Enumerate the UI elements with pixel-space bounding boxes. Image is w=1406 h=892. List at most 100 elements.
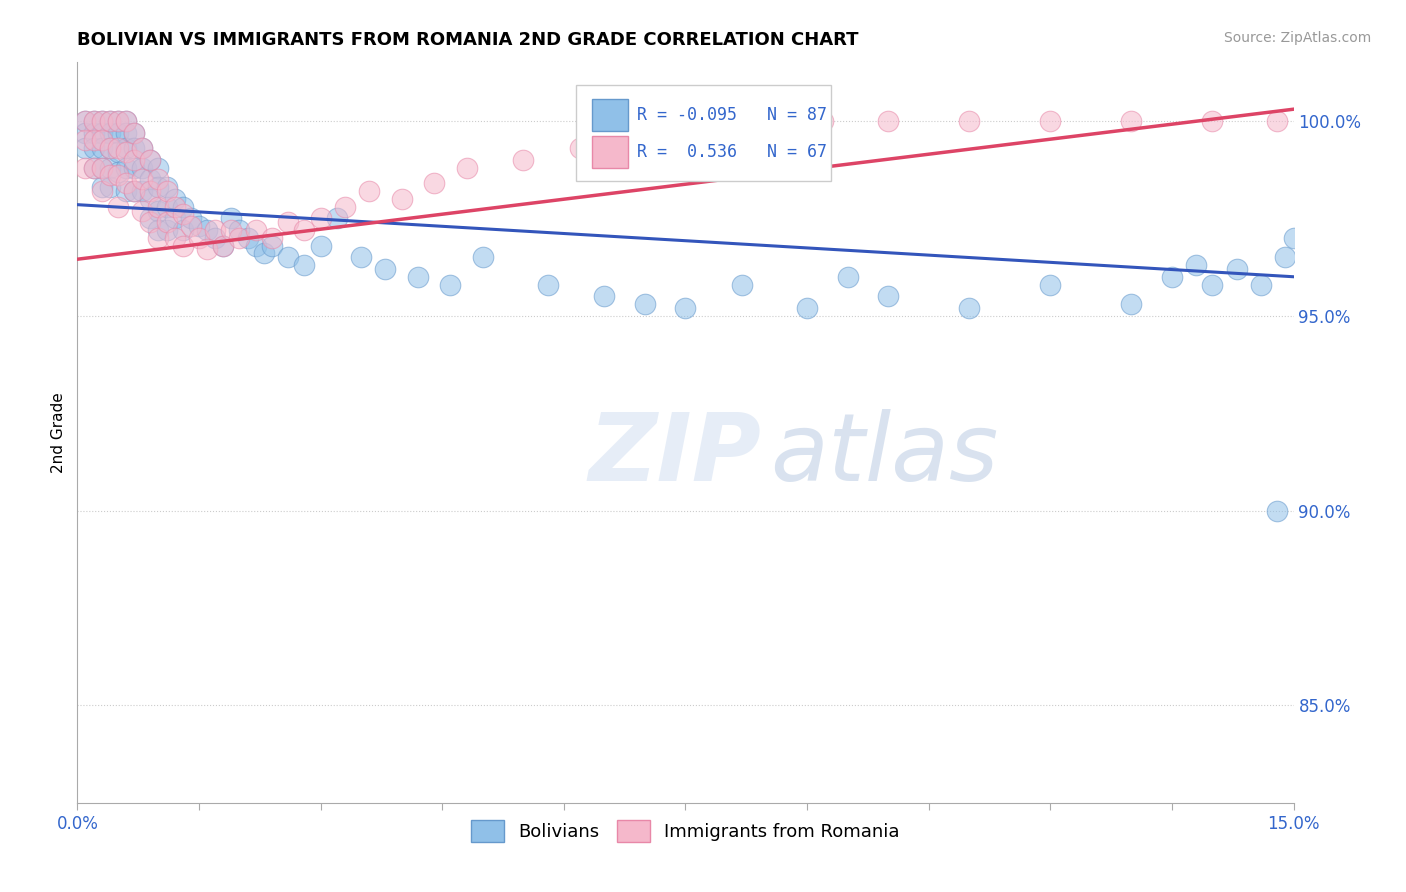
- Point: [406, 269, 429, 284]
- Point: [139, 211, 162, 226]
- Point: [755, 114, 778, 128]
- Point: [634, 297, 657, 311]
- Point: [155, 200, 177, 214]
- Point: [139, 192, 162, 206]
- Point: [148, 161, 170, 175]
- Point: [155, 180, 177, 194]
- Point: [155, 184, 177, 198]
- Point: [90, 184, 112, 198]
- Point: [326, 211, 349, 226]
- Point: [90, 161, 112, 175]
- Point: [90, 141, 112, 155]
- Point: [837, 269, 859, 284]
- Point: [155, 215, 177, 229]
- Point: [180, 219, 202, 233]
- Bar: [592, 136, 628, 168]
- Point: [221, 211, 243, 226]
- Point: [98, 126, 121, 140]
- Point: [333, 200, 356, 214]
- Point: [675, 301, 697, 315]
- Point: [115, 161, 138, 175]
- Point: [212, 238, 235, 252]
- Point: [1282, 231, 1305, 245]
- Point: [1265, 503, 1288, 517]
- Point: [877, 289, 900, 303]
- Point: [131, 184, 153, 198]
- Point: [253, 246, 276, 260]
- Text: R = -0.095   N = 87: R = -0.095 N = 87: [637, 106, 827, 124]
- Point: [204, 223, 226, 237]
- Point: [180, 211, 202, 226]
- Point: [98, 114, 121, 128]
- Point: [107, 141, 129, 155]
- Point: [98, 169, 121, 183]
- Point: [90, 114, 112, 128]
- Point: [148, 203, 170, 218]
- Point: [277, 250, 299, 264]
- Point: [188, 219, 211, 233]
- Point: [107, 114, 129, 128]
- Text: Source: ZipAtlas.com: Source: ZipAtlas.com: [1223, 31, 1371, 45]
- Point: [122, 126, 145, 140]
- Text: atlas: atlas: [770, 409, 998, 500]
- Text: BOLIVIAN VS IMMIGRANTS FROM ROMANIA 2ND GRADE CORRELATION CHART: BOLIVIAN VS IMMIGRANTS FROM ROMANIA 2ND …: [77, 31, 859, 49]
- Point: [131, 161, 153, 175]
- Point: [98, 180, 121, 194]
- Point: [107, 169, 129, 183]
- Point: [260, 231, 283, 245]
- Point: [957, 114, 980, 128]
- Point: [163, 200, 186, 214]
- Point: [1121, 114, 1143, 128]
- Point: [75, 114, 97, 128]
- Legend: Bolivians, Immigrants from Romania: Bolivians, Immigrants from Romania: [464, 813, 907, 849]
- Point: [172, 207, 194, 221]
- Point: [139, 172, 162, 186]
- Point: [536, 277, 558, 292]
- Point: [188, 231, 211, 245]
- Point: [115, 114, 138, 128]
- Point: [245, 238, 267, 252]
- Point: [75, 133, 97, 147]
- Point: [83, 141, 105, 155]
- Point: [471, 250, 494, 264]
- Point: [122, 126, 145, 140]
- Point: [131, 141, 153, 155]
- Point: [1201, 114, 1223, 128]
- Point: [148, 223, 170, 237]
- Bar: [592, 99, 628, 130]
- Point: [115, 176, 138, 190]
- Point: [139, 215, 162, 229]
- Point: [115, 126, 138, 140]
- Point: [163, 192, 186, 206]
- Point: [83, 133, 105, 147]
- Point: [122, 161, 145, 175]
- Text: R =  0.536   N = 67: R = 0.536 N = 67: [637, 143, 827, 161]
- Point: [292, 223, 315, 237]
- Point: [374, 262, 396, 277]
- Point: [115, 145, 138, 159]
- Point: [593, 289, 616, 303]
- Point: [139, 153, 162, 167]
- Point: [155, 223, 177, 237]
- Point: [139, 184, 162, 198]
- Point: [172, 223, 194, 237]
- Point: [309, 211, 332, 226]
- Point: [236, 231, 259, 245]
- Point: [83, 126, 105, 140]
- Point: [163, 211, 186, 226]
- Point: [245, 223, 267, 237]
- Point: [1039, 114, 1062, 128]
- Point: [221, 223, 243, 237]
- Point: [98, 114, 121, 128]
- Point: [439, 277, 461, 292]
- Point: [83, 114, 105, 128]
- FancyBboxPatch shape: [576, 85, 831, 181]
- Point: [98, 161, 121, 175]
- Point: [122, 153, 145, 167]
- Point: [115, 184, 138, 198]
- Point: [122, 184, 145, 198]
- Point: [83, 161, 105, 175]
- Point: [90, 133, 112, 147]
- Point: [107, 164, 129, 178]
- Point: [98, 141, 121, 155]
